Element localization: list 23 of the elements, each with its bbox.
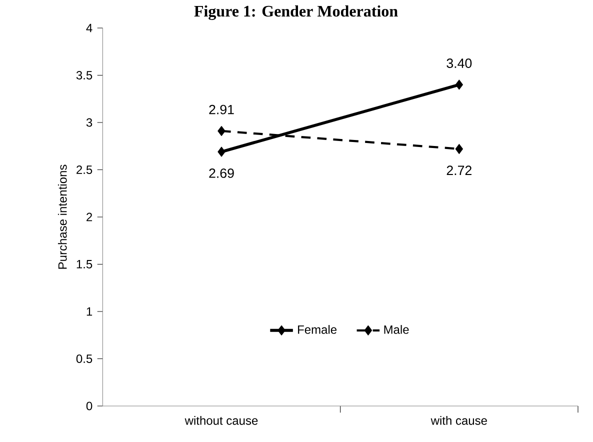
y-tick-label: 0.5 [76, 354, 92, 363]
x-tick-label: without cause [184, 416, 258, 425]
point [455, 80, 463, 90]
y-tick-label: 2.5 [76, 165, 92, 174]
chart-title: Figure 1: Gender Moderation [194, 5, 398, 20]
y-tick-label: 4 [86, 24, 92, 32]
y-axis-title: Purchase intentions [58, 164, 67, 269]
data-label: 2.72 [446, 166, 472, 175]
y-tick-label: 2 [86, 212, 92, 222]
y-tick-label: 3.5 [76, 70, 92, 80]
data-label: 3.40 [446, 58, 472, 68]
legend-label: Male [384, 325, 409, 334]
data-label: 2.91 [209, 104, 234, 114]
point [455, 144, 463, 154]
y-tick-label: 1.5 [76, 260, 92, 268]
y-tick-label: 1 [86, 307, 92, 316]
x-tick-label: with cause [430, 416, 487, 425]
legend-label: Female [298, 325, 337, 334]
point [218, 146, 226, 157]
y-tick-label: 0 [86, 402, 92, 410]
y-tick-label: 3 [86, 118, 92, 127]
point [218, 126, 226, 136]
data-label: 2.69 [209, 168, 234, 178]
